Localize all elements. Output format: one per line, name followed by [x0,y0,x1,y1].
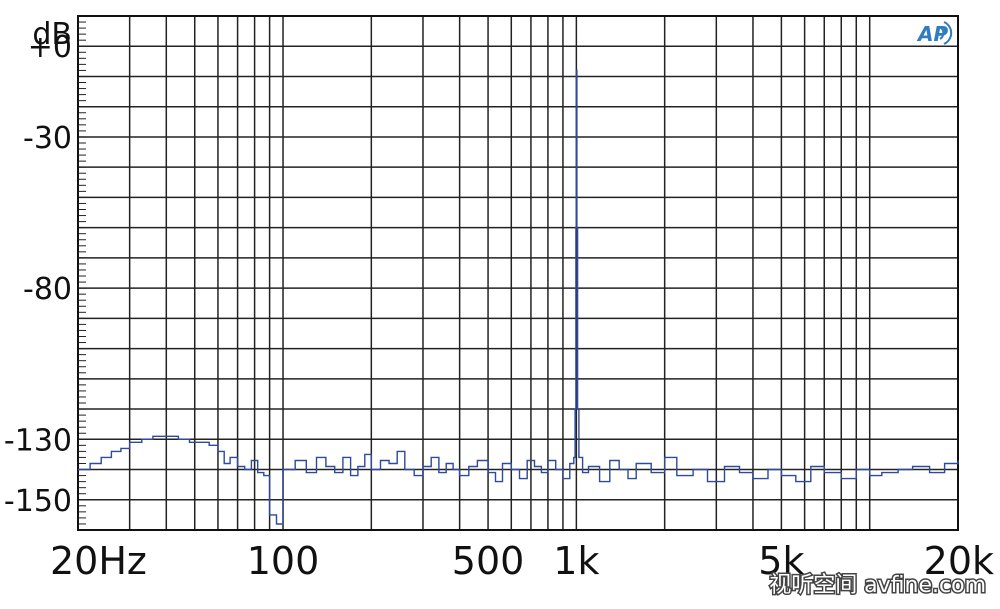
y-unit-label: dB [32,17,72,52]
series-layer [78,69,959,525]
x-tick-labels: 20Hz 100 500 1k 5k 20k [50,539,994,583]
y-minor-ticks [78,15,86,531]
x-tick-label: 500 [452,539,525,583]
x-tick-label: 100 [247,539,320,583]
x-tick-label: 20k [924,539,994,583]
y-tick-labels: +0 -30 -80 -130 -150 [4,30,72,519]
ap-logo-arc-inner [939,26,945,40]
ap-logo-arc [943,21,953,45]
plot-frame [77,15,959,531]
series-line [78,69,959,525]
watermark-text: 视听空间 avfine.com [769,573,986,598]
y-tick-label: -80 [23,272,72,307]
x-tick-label: 20Hz [50,539,147,583]
grid-lines [78,15,958,531]
y-tick-label: -30 [23,121,72,156]
x-tick-label: 5k [758,539,804,583]
y-tick-label: +0 [28,30,72,65]
x-tick-label: 1k [553,539,599,583]
y-tick-label: -150 [4,484,72,519]
y-tick-label: -130 [4,423,72,458]
ap-logo-icon: AP [916,21,953,46]
